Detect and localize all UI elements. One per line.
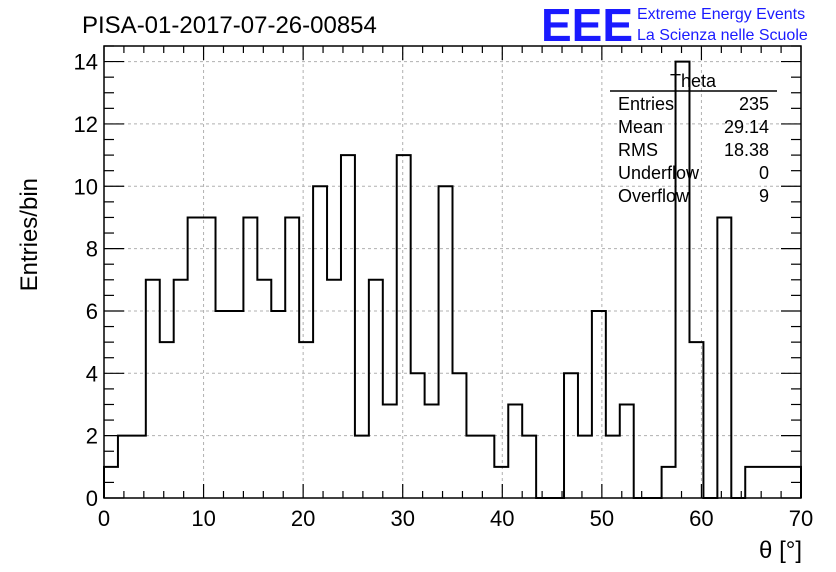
x-tick-label: 0 <box>98 506 110 531</box>
eee-logo-mark: EEE <box>541 0 633 51</box>
x-axis-label: θ [°] <box>759 537 802 564</box>
histogram-step-line <box>103 60 802 499</box>
y-tick-labels: 0 2 4 6 8 10 12 14 <box>74 50 98 511</box>
x-tick-label: 60 <box>689 506 713 531</box>
x-tick-label: 40 <box>490 506 514 531</box>
y-tick-label: 4 <box>86 361 98 386</box>
y-tick-label: 10 <box>74 174 98 199</box>
stats-rms-value: 18.38 <box>724 140 769 160</box>
eee-logo-line1: Extreme Energy Events <box>637 6 805 23</box>
run-title: PISA-01-2017-07-26-00854 <box>82 12 377 39</box>
eee-logo: EEE Extreme Energy Events La Scienza nel… <box>541 0 808 51</box>
x-tick-label: 10 <box>191 506 215 531</box>
stats-box-title: Theta <box>670 71 717 91</box>
y-tick-label: 2 <box>86 424 98 449</box>
y-axis-label: Entries/bin <box>16 178 43 291</box>
y-tick-label: 14 <box>74 50 98 75</box>
stats-underflow-value: 0 <box>759 163 769 183</box>
plot-frame <box>103 45 802 499</box>
stats-entries-label: Entries <box>618 94 674 114</box>
stats-entries-value: 235 <box>739 94 769 114</box>
y-tick-label: 6 <box>86 299 98 324</box>
y-tick-label: 12 <box>74 112 98 137</box>
x-tick-label: 30 <box>390 506 414 531</box>
stats-overflow-label: Overflow <box>618 186 690 206</box>
stats-rms-label: RMS <box>618 140 658 160</box>
stats-mean-label: Mean <box>618 117 663 137</box>
y-tick-label: 0 <box>86 486 98 511</box>
stats-mean-value: 29.14 <box>724 117 769 137</box>
y-tick-label: 8 <box>86 237 98 262</box>
eee-logo-line2: La Scienza nelle Scuole <box>637 27 808 44</box>
x-tick-label: 70 <box>789 506 813 531</box>
stats-underflow-label: Underflow <box>618 163 700 183</box>
x-tick-labels: 0 10 20 30 40 50 60 70 <box>98 506 813 531</box>
axis-ticks <box>103 45 802 499</box>
stats-overflow-value: 9 <box>759 186 769 206</box>
x-tick-label: 50 <box>590 506 614 531</box>
stats-box: Theta Entries 235 Mean 29.14 RMS 18.38 U… <box>610 71 777 206</box>
x-tick-label: 20 <box>291 506 315 531</box>
